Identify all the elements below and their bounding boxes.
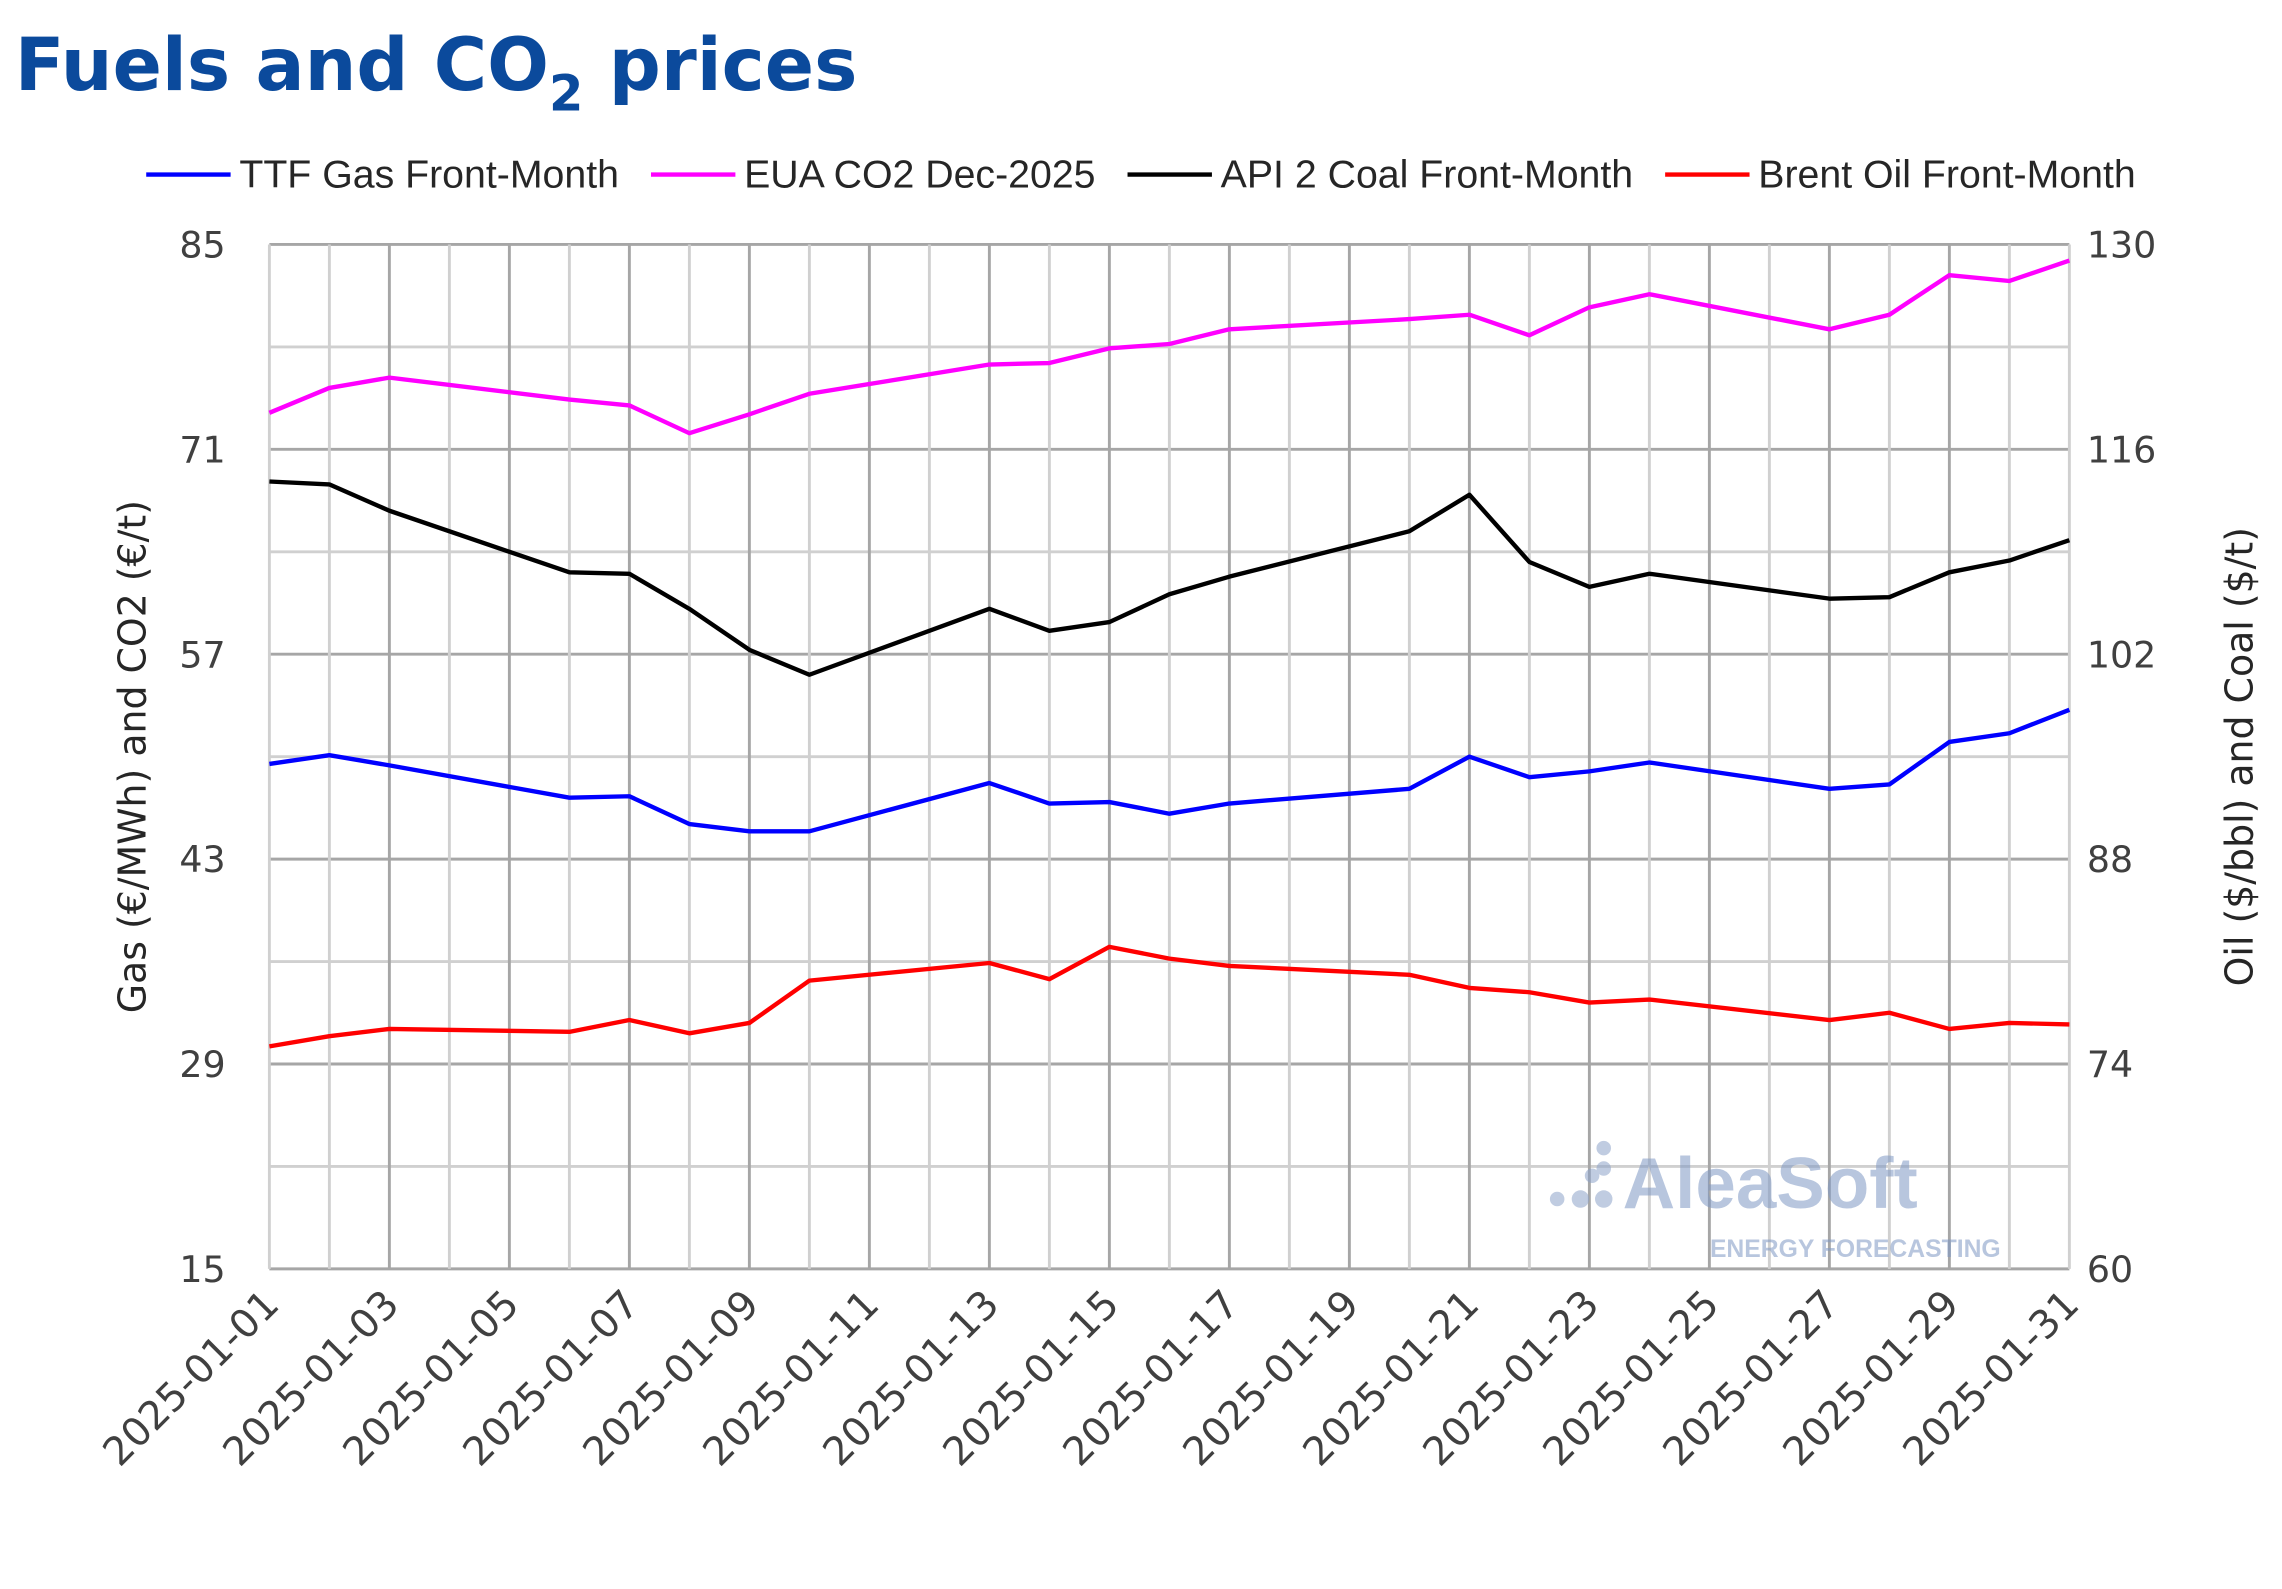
watermark-tagline: ENERGY FORECASTING	[1710, 1236, 2001, 1263]
y-tick-left: 29	[179, 1043, 225, 1086]
y-tick-left: 71	[179, 428, 225, 471]
legend-item: EUA CO2 Dec-2025	[650, 153, 1096, 197]
y-axis-left-label: Gas (€/MWh) and CO2 (€/t)	[111, 500, 155, 1013]
chart-title: Fuels and CO2 prices	[15, 23, 858, 122]
y-tick-right: 60	[2087, 1248, 2133, 1291]
y-tick-right: 130	[2087, 224, 2156, 267]
legend-label: TTF Gas Front-Month	[239, 153, 619, 197]
y-axis-right-label: Oil ($/bbl) and Coal ($/t)	[2218, 527, 2262, 986]
y-tick-left: 15	[179, 1248, 225, 1291]
legend-item: API 2 Coal Front-Month	[1127, 153, 1633, 197]
watermark-brand: AleaSoft	[1623, 1143, 1918, 1224]
y-tick-right: 88	[2087, 838, 2133, 881]
legend-label: EUA CO2 Dec-2025	[744, 153, 1095, 197]
legend-label: API 2 Coal Front-Month	[1221, 153, 1633, 197]
series-lines	[268, 258, 2071, 1049]
series-line-brent-oil-front-month	[269, 944, 2070, 1049]
legend-item: Brent Oil Front-Month	[1665, 153, 2136, 197]
series-line-eua-co2-dec-2025	[268, 258, 2071, 436]
grid	[267, 243, 2071, 1271]
y-tick-right: 102	[2087, 633, 2156, 676]
y-tick-left: 57	[179, 633, 225, 676]
legend-item: TTF Gas Front-Month	[146, 153, 619, 197]
y-tick-right: 116	[2087, 428, 2156, 471]
y-tick-left: 85	[179, 224, 225, 267]
y-tick-left: 43	[179, 838, 225, 881]
series-line-ttf-gas-front-month	[269, 707, 2071, 834]
series-line-api-2-coal-front-month	[269, 479, 2071, 677]
axes: 1529435771856074881021161302025-01-01202…	[95, 224, 2156, 1476]
aleasoft-logo: AleaSoft ENERGY FORECASTING	[1549, 1140, 2001, 1263]
y-tick-right: 74	[2087, 1043, 2133, 1086]
legend: TTF Gas Front-Month EUA CO2 Dec-2025 API 2…	[146, 153, 2136, 197]
legend-label: Brent Oil Front-Month	[1758, 153, 2136, 197]
